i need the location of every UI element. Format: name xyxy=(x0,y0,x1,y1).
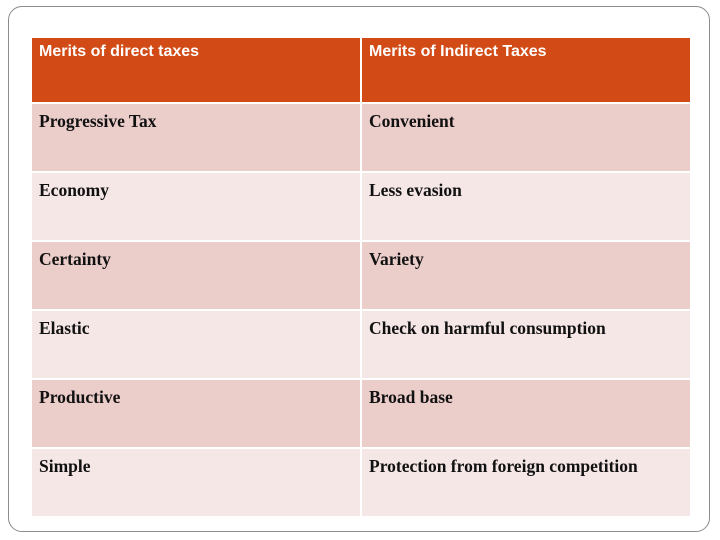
table-header-row: Merits of direct taxes Merits of Indirec… xyxy=(30,36,692,104)
header-direct-taxes: Merits of direct taxes xyxy=(30,36,362,104)
direct-tax-merit: Simple xyxy=(30,447,362,518)
indirect-tax-merit: Broad base xyxy=(360,378,692,449)
direct-tax-merit: Elastic xyxy=(30,309,362,380)
direct-tax-merit: Progressive Tax xyxy=(30,102,362,173)
table-row: Certainty Variety xyxy=(30,240,692,311)
indirect-tax-merit: Check on harmful consumption xyxy=(360,309,692,380)
merits-table: Merits of direct taxes Merits of Indirec… xyxy=(30,36,692,518)
header-indirect-taxes: Merits of Indirect Taxes xyxy=(360,36,692,104)
indirect-tax-merit: Variety xyxy=(360,240,692,311)
direct-tax-merit: Certainty xyxy=(30,240,362,311)
direct-tax-merit: Productive xyxy=(30,378,362,449)
table-row: Productive Broad base xyxy=(30,378,692,449)
indirect-tax-merit: Less evasion xyxy=(360,171,692,242)
direct-tax-merit: Economy xyxy=(30,171,362,242)
table-row: Elastic Check on harmful consumption xyxy=(30,309,692,380)
table-row: Progressive Tax Convenient xyxy=(30,102,692,173)
table-row: Economy Less evasion xyxy=(30,171,692,242)
indirect-tax-merit: Protection from foreign competition xyxy=(360,447,692,518)
table-row: Simple Protection from foreign competiti… xyxy=(30,447,692,518)
indirect-tax-merit: Convenient xyxy=(360,102,692,173)
